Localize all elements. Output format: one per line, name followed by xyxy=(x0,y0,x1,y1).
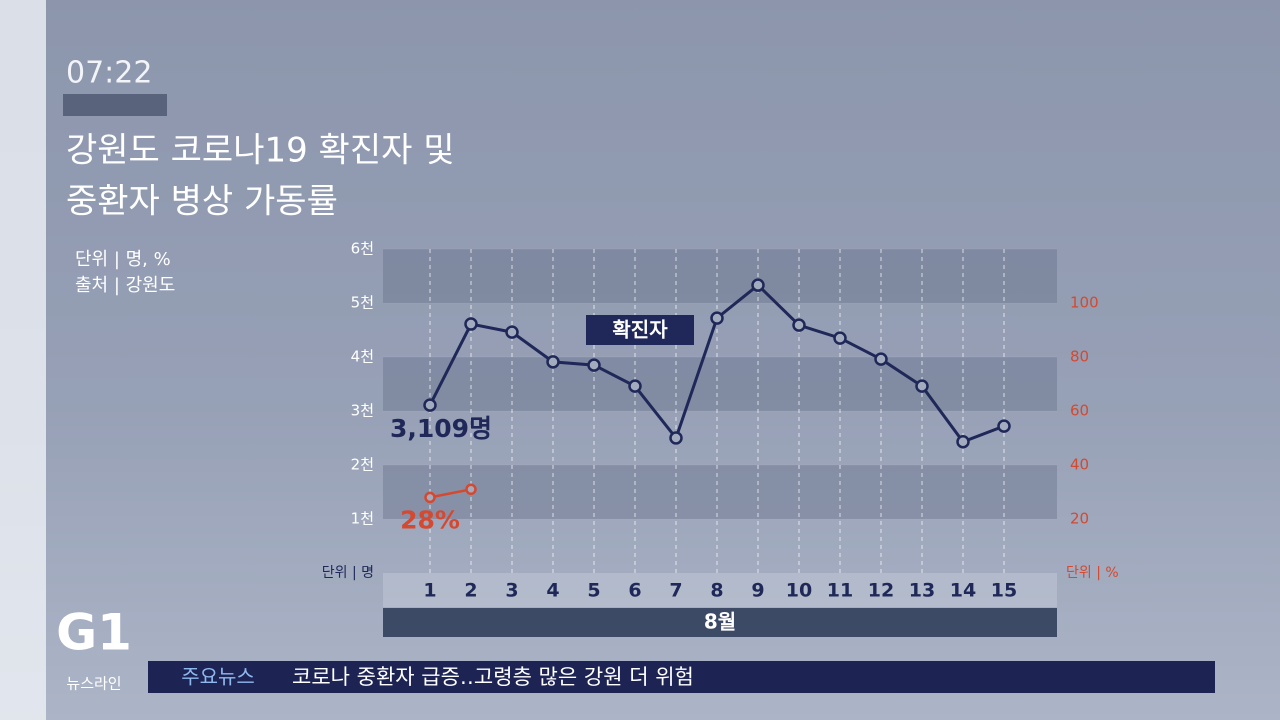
y2-tick-label: 60 xyxy=(1070,402,1089,420)
data-point xyxy=(505,325,519,339)
data-point xyxy=(915,379,929,393)
x-axis-label: 8월 xyxy=(704,610,736,634)
data-point xyxy=(587,358,601,372)
x-tick-label: 7 xyxy=(669,580,682,602)
x-tick-label: 9 xyxy=(751,580,764,602)
y-tick-label: 6천 xyxy=(351,240,374,258)
data-point xyxy=(833,331,847,345)
title-line: 중환자 병상 가동률 xyxy=(66,182,338,222)
x-tick-label: 2 xyxy=(464,580,477,602)
y-tick-label: 4천 xyxy=(351,348,374,366)
data-point xyxy=(546,355,560,369)
backdrop xyxy=(46,0,1280,720)
note: 출처 | 강원도 xyxy=(75,275,175,296)
x-tick-label: 6 xyxy=(628,580,641,602)
x-tick-label: 15 xyxy=(991,580,1017,602)
series-line xyxy=(429,488,472,499)
x-tick-label: 8 xyxy=(710,580,723,602)
y2-tick-label: 80 xyxy=(1070,348,1089,366)
value-label: 3,109명 xyxy=(390,414,492,443)
x-axis-band xyxy=(383,573,1057,607)
x-tick-label: 11 xyxy=(827,580,853,602)
y-tick-label: 3천 xyxy=(351,402,374,420)
legend-label: 확진자 xyxy=(612,318,668,342)
data-point xyxy=(424,491,436,504)
clock: 07:22 xyxy=(66,56,152,91)
y2-tick-label: 40 xyxy=(1070,456,1089,474)
value-label: 28% xyxy=(400,505,460,534)
data-point xyxy=(423,398,437,412)
x-tick-label: 3 xyxy=(505,580,518,602)
program-name: 뉴스라인 xyxy=(66,675,121,693)
data-point xyxy=(792,318,806,332)
y2-unit: 단위 | % xyxy=(1066,565,1119,581)
y-tick-label: 2천 xyxy=(351,456,374,474)
y-unit: 단위 | 명 xyxy=(322,565,374,581)
ticker-label: 주요뉴스 xyxy=(181,665,255,689)
ticker-bar xyxy=(148,661,1215,693)
data-point xyxy=(628,379,642,393)
grid-band xyxy=(383,249,1057,303)
y-tick-label: 1천 xyxy=(351,510,374,528)
data-point xyxy=(997,419,1011,433)
x-label-bar xyxy=(383,608,1057,637)
x-tick-label: 13 xyxy=(909,580,935,602)
grid-band xyxy=(383,357,1057,411)
left-strip xyxy=(0,0,46,720)
y-tick-label: 5천 xyxy=(351,294,374,312)
ticker-text: 코로나 중환자 급증‥고령층 많은 강원 더 위험 xyxy=(292,665,694,689)
x-tick-label: 12 xyxy=(868,580,894,602)
data-point xyxy=(710,311,724,325)
note: 단위 | 명, % xyxy=(75,249,171,270)
data-point xyxy=(751,278,765,292)
logo: G1 xyxy=(56,604,132,662)
x-tick-label: 4 xyxy=(546,580,559,602)
legend-box xyxy=(586,315,694,345)
data-point xyxy=(956,435,970,449)
data-point xyxy=(464,317,478,331)
title-line: 강원도 코로나19 확진자 및 xyxy=(66,131,455,171)
data-point xyxy=(874,352,888,366)
y2-tick-label: 100 xyxy=(1070,294,1099,312)
data-point xyxy=(465,483,477,496)
clock-bar xyxy=(63,94,167,116)
x-tick-label: 1 xyxy=(423,580,436,602)
grid-band xyxy=(383,465,1057,519)
y2-tick-label: 20 xyxy=(1070,510,1089,528)
x-tick-label: 14 xyxy=(950,580,976,602)
x-tick-label: 5 xyxy=(587,580,600,602)
data-point xyxy=(669,431,683,445)
x-tick-label: 10 xyxy=(786,580,812,602)
